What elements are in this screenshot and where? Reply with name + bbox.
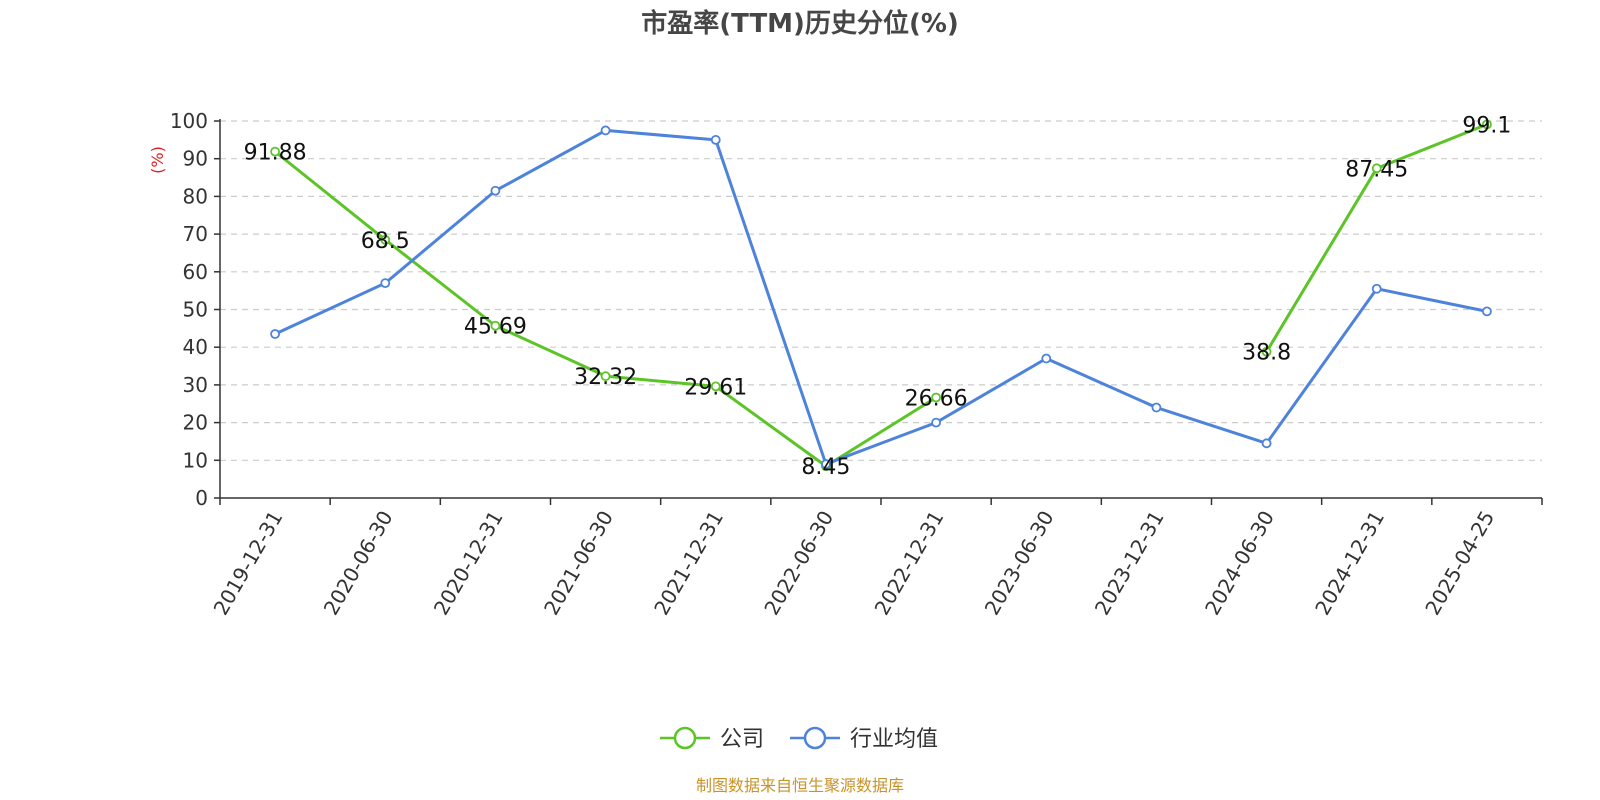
axes [214,119,1543,505]
x-tick-label: 2024-06-30 [1200,507,1279,620]
data-point [380,234,391,245]
y-tick-label: 90 [183,147,208,171]
data-point [600,125,611,136]
data-point [490,185,501,196]
x-tick-label: 2021-12-31 [649,507,728,620]
data-labels: 91.88 68.5 45.69 32.32 29.61 8.45 26.66 38.8 87.… [244,113,1512,480]
series-1 [270,125,1492,469]
data-label: 8.45 [801,455,850,480]
data-label: 91.88 [244,141,307,166]
data-point [1151,402,1162,413]
data-point [1041,353,1052,364]
series-0 [270,119,1492,472]
y-tick-label: 40 [183,335,208,359]
data-point [1371,283,1382,294]
x-tick-label: 2023-06-30 [980,507,1059,620]
data-label: 87.45 [1345,157,1408,182]
y-tick-label: 30 [183,373,208,397]
data-point [1261,346,1272,357]
data-point [1371,163,1382,174]
series-line [274,150,937,468]
y-tick-label: 70 [183,222,208,246]
data-point [270,329,280,339]
data-label: 38.8 [1242,341,1291,366]
y-tick-label: 20 [183,411,208,435]
x-tick-label: 2021-06-30 [539,507,618,620]
data-point [931,392,941,403]
y-tick-label: 100 [170,109,208,133]
legend-marker [673,726,697,750]
data-point [600,371,611,382]
data-label: 99.1 [1462,113,1511,138]
data-label: 32.32 [574,365,637,390]
legend-marker [803,726,827,750]
data-label: 45.69 [464,315,527,340]
data-label: 29.61 [684,375,747,400]
data-label: 68.5 [361,229,410,254]
x-tick-label: 2025-04-25 [1420,507,1499,620]
y-tick-label: 50 [183,298,208,322]
x-tick-label: 2023-12-31 [1090,507,1169,620]
legend[interactable]: 公司 行业均值 [660,726,938,752]
grid-lines [220,120,1542,461]
y-tick-label: 10 [183,448,208,472]
x-tick-label: 2024-12-31 [1310,507,1389,620]
data-point [710,381,721,392]
data-point [710,134,721,145]
x-tick-label: 2022-06-30 [759,507,838,620]
chart-title: 市盈率(TTM)历史分位(%) [641,8,959,39]
data-point [490,320,501,331]
data-point [380,278,391,289]
x-tick-label: 2020-12-31 [429,506,508,619]
source-note: 制图数据来自恒生聚源数据库 [696,776,904,795]
data-point [270,146,280,157]
x-tick-labels: 2019-12-31 2020-06-30 2020-12-31 2021-06-30… [209,506,1500,619]
legend-item-1[interactable]: 行业均值 [790,726,938,752]
data-point [1482,306,1492,317]
legend-label: 行业均值 [850,727,938,752]
x-tick-label: 2022-12-31 [870,506,949,619]
series-lines [270,119,1492,472]
legend-item-0[interactable]: 公司 [660,726,764,752]
data-point [1261,438,1272,449]
x-tick-label: 2020-06-30 [319,507,398,620]
y-tick-labels: 0 10 20 30 40 50 60 70 80 90 100 [170,109,208,510]
x-tick-label: 2019-12-31 [209,507,288,620]
data-label: 26.66 [905,386,968,411]
y-axis-label: (%) [148,146,167,174]
y-tick-label: 0 [195,486,208,510]
y-tick-label: 60 [183,260,208,284]
data-point [931,417,941,428]
data-point [821,459,831,469]
legend-label: 公司 [720,727,764,752]
data-point [1482,119,1492,130]
y-tick-label: 80 [183,184,208,208]
series-line [274,128,1488,466]
